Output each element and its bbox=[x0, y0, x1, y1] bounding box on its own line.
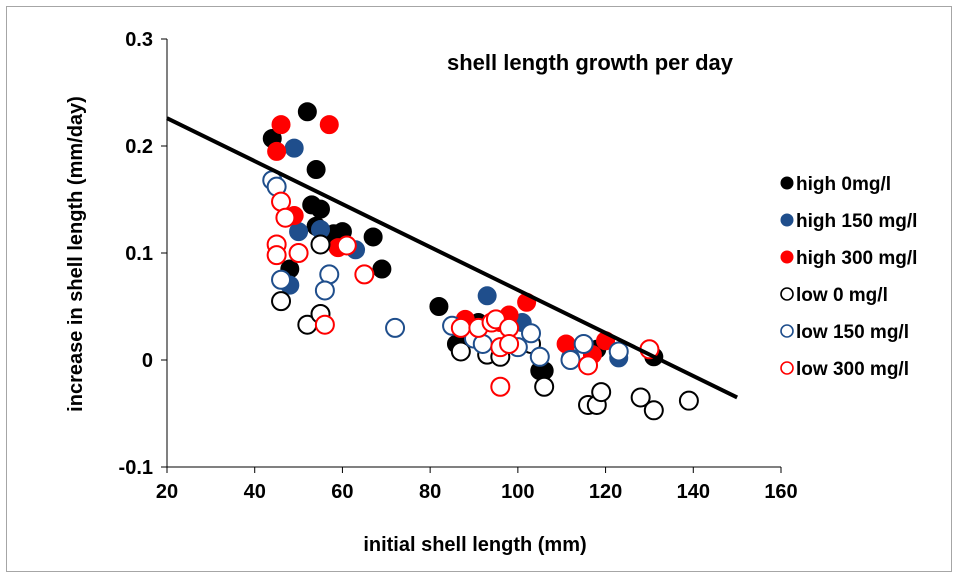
data-point bbox=[450, 317, 471, 338]
data-point bbox=[643, 400, 664, 421]
data-point bbox=[271, 269, 292, 290]
x-tick-label: 100 bbox=[501, 481, 534, 503]
legend: high 0mg/l high 150 mg/l high 300 mg/l low … bbox=[780, 174, 917, 380]
x-tick-label: 80 bbox=[419, 481, 441, 503]
legend-marker bbox=[780, 324, 794, 338]
data-point bbox=[275, 207, 296, 228]
legend-label: high 150 mg/l bbox=[796, 211, 917, 232]
data-point bbox=[499, 333, 520, 354]
data-point bbox=[271, 291, 292, 312]
y-axis-title: increase in shell length (mm/day) bbox=[65, 96, 87, 412]
data-point bbox=[521, 323, 542, 344]
y-tick-label: 0.3 bbox=[125, 29, 153, 51]
y-tick-label: 0.1 bbox=[125, 243, 153, 265]
data-point bbox=[578, 355, 599, 376]
data-point bbox=[429, 297, 449, 316]
x-tick-label: 140 bbox=[677, 481, 710, 503]
data-point bbox=[450, 341, 471, 362]
data-point bbox=[385, 317, 406, 338]
data-point bbox=[573, 333, 594, 354]
data-point bbox=[477, 286, 497, 306]
data-point bbox=[630, 387, 651, 408]
legend-marker bbox=[780, 361, 794, 375]
data-point bbox=[591, 382, 612, 403]
legend-marker bbox=[780, 213, 794, 227]
data-point bbox=[363, 227, 383, 247]
legend-label: high 0mg/l bbox=[796, 174, 891, 195]
data-point bbox=[314, 280, 335, 301]
data-point bbox=[310, 234, 331, 255]
data-point bbox=[529, 346, 550, 367]
data-point bbox=[271, 115, 291, 135]
x-tick-label: 20 bbox=[156, 481, 178, 503]
data-point bbox=[289, 222, 309, 242]
legend-label: low 300 mg/l bbox=[796, 359, 909, 380]
data-point bbox=[284, 138, 304, 158]
data-point bbox=[288, 243, 309, 263]
x-tick-label: 160 bbox=[764, 481, 797, 503]
data-point bbox=[608, 341, 629, 362]
data-point bbox=[354, 264, 375, 285]
data-point bbox=[490, 376, 511, 397]
data-point bbox=[336, 235, 357, 256]
x-tick-label: 60 bbox=[331, 481, 353, 503]
legend-label: high 300 mg/l bbox=[796, 248, 917, 269]
data-point bbox=[266, 245, 287, 266]
data-point bbox=[560, 350, 581, 370]
chart-title: shell length growth per day bbox=[447, 50, 734, 75]
legend-marker bbox=[780, 287, 794, 301]
trendline bbox=[166, 116, 739, 400]
data-point bbox=[319, 115, 339, 135]
chart-frame bbox=[6, 6, 952, 572]
x-axis-title: initial shell length (mm) bbox=[363, 534, 586, 556]
data-point bbox=[314, 314, 335, 335]
y-tick-label: -0.1 bbox=[119, 457, 153, 479]
plot-area: -0.1 0 0.1 0.2 0.3 20 40 60 80 100 120 140 160 bbox=[119, 29, 798, 503]
data-point bbox=[534, 376, 555, 397]
data-point bbox=[306, 160, 326, 180]
y-tick-label: 0 bbox=[142, 350, 153, 372]
data-point bbox=[311, 199, 330, 219]
legend-marker bbox=[780, 250, 794, 264]
data-point bbox=[678, 390, 699, 411]
x-tick-label: 40 bbox=[244, 481, 266, 503]
data-point bbox=[297, 102, 317, 122]
x-tick-label: 120 bbox=[589, 481, 622, 503]
legend-marker bbox=[780, 176, 794, 190]
data-point bbox=[267, 141, 287, 161]
y-tick-label: 0.2 bbox=[125, 136, 153, 158]
legend-label: low 0 mg/l bbox=[796, 285, 888, 306]
data-point bbox=[372, 259, 392, 279]
legend-label: low 150 mg/l bbox=[796, 322, 909, 343]
